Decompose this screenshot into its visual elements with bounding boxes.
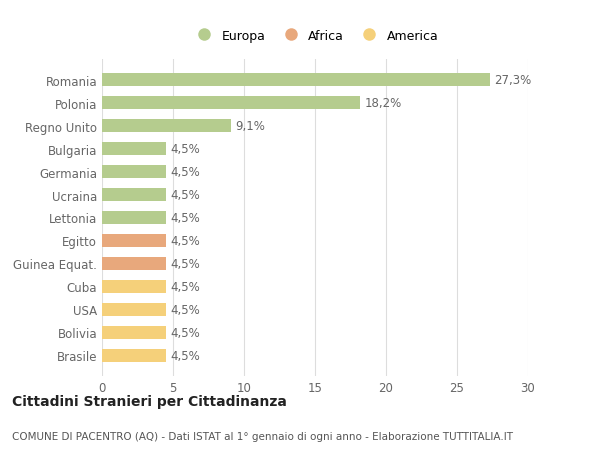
Text: 4,5%: 4,5% [170,349,200,362]
Bar [102,349,166,362]
Bar [102,235,166,247]
Text: 27,3%: 27,3% [494,74,531,87]
Bar [102,120,231,133]
Text: 4,5%: 4,5% [170,189,200,202]
Bar [102,166,166,179]
Text: 4,5%: 4,5% [170,143,200,156]
Legend: Europa, Africa, America: Europa, Africa, America [187,25,443,48]
Text: 4,5%: 4,5% [170,235,200,247]
Bar [102,257,166,270]
Text: Cittadini Stranieri per Cittadinanza: Cittadini Stranieri per Cittadinanza [12,395,287,409]
Bar [102,303,166,316]
Bar [102,74,490,87]
Bar [102,280,166,293]
Bar [102,97,361,110]
Text: 4,5%: 4,5% [170,212,200,224]
Text: 18,2%: 18,2% [365,97,402,110]
Bar [102,212,166,224]
Text: COMUNE DI PACENTRO (AQ) - Dati ISTAT al 1° gennaio di ogni anno - Elaborazione T: COMUNE DI PACENTRO (AQ) - Dati ISTAT al … [12,431,513,441]
Text: 4,5%: 4,5% [170,257,200,270]
Bar [102,326,166,339]
Text: 9,1%: 9,1% [235,120,265,133]
Bar [102,143,166,156]
Bar [102,189,166,202]
Text: 4,5%: 4,5% [170,326,200,339]
Text: 4,5%: 4,5% [170,166,200,179]
Text: 4,5%: 4,5% [170,303,200,316]
Text: 4,5%: 4,5% [170,280,200,293]
